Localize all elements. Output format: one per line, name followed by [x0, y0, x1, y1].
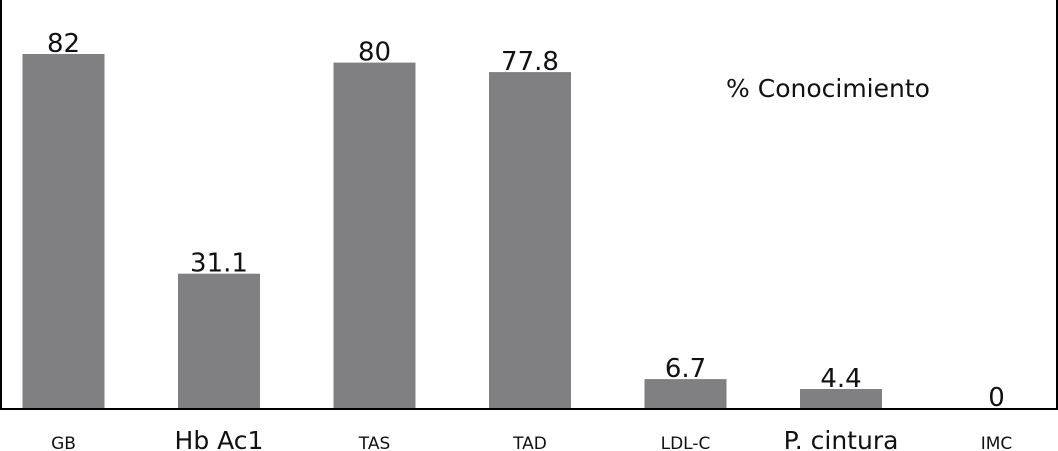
category-label-hb-ac1: Hb Ac1 [175, 426, 264, 451]
category-label-tad: TAD [512, 434, 547, 451]
value-label-hb-ac1: 31.1 [190, 249, 248, 279]
bar-ldl-c [644, 379, 727, 408]
value-labels-layer: 82 31.1 80 77.8 6.7 4.4 0 [47, 29, 1005, 413]
bar-tad [489, 72, 571, 408]
value-label-p-cintura: 4.4 [820, 364, 861, 394]
category-label-ldl-c: LDL-C [661, 434, 711, 451]
category-labels-layer: GB Hb Ac1 TAS TAD LDL-C P. cintura IMC [51, 426, 1012, 451]
bar-p-cintura [800, 389, 882, 408]
value-label-ldl-c: 6.7 [665, 354, 706, 384]
category-label-tas: TAS [358, 434, 391, 451]
bar-gb [22, 54, 105, 408]
value-label-tas: 80 [358, 38, 391, 68]
bars-layer [22, 54, 882, 408]
value-label-imc: 0 [988, 383, 1005, 413]
value-label-gb: 82 [47, 29, 80, 59]
legend-label: % Conocimiento [726, 74, 930, 103]
category-label-gb: GB [51, 434, 76, 451]
bar-hb-ac1 [178, 273, 260, 408]
bar-tas [333, 62, 416, 408]
value-label-tad: 77.8 [501, 47, 559, 77]
category-label-p-cintura: P. cintura [784, 426, 899, 451]
category-label-imc: IMC [981, 434, 1013, 451]
